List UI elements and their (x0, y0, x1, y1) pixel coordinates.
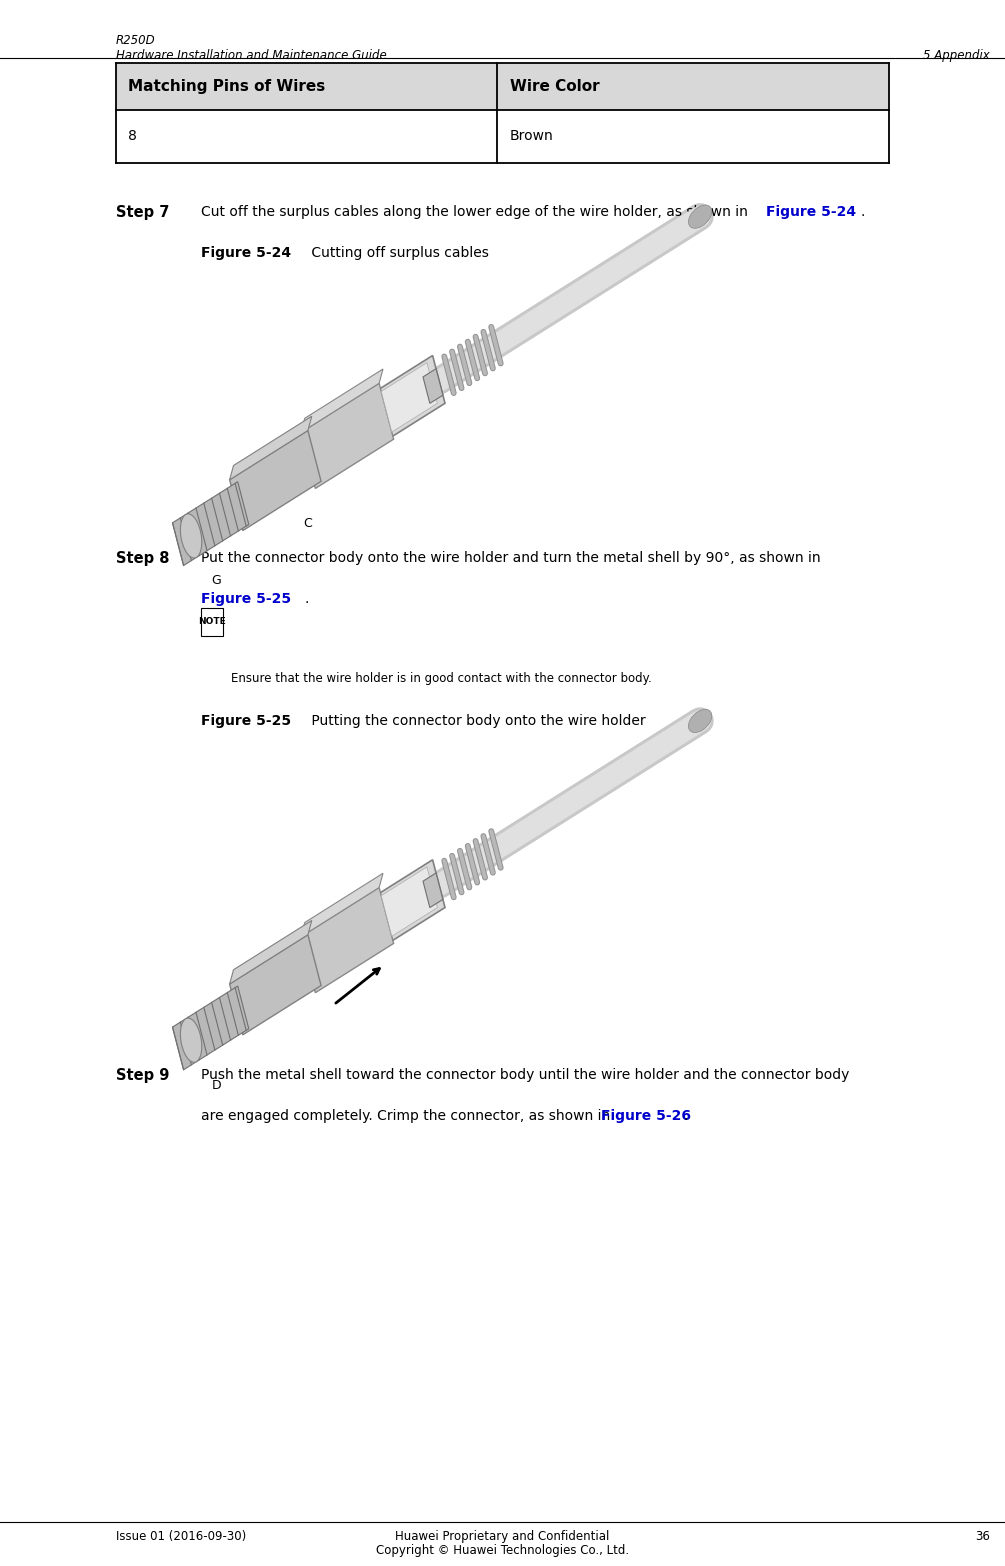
Polygon shape (381, 868, 437, 936)
Text: Figure 5-24: Figure 5-24 (766, 205, 856, 219)
Text: are engaged completely. Crimp the connector, as shown in: are engaged completely. Crimp the connec… (201, 1109, 615, 1123)
Polygon shape (423, 368, 443, 404)
Polygon shape (374, 860, 445, 944)
Text: Wire Color: Wire Color (510, 78, 599, 94)
Polygon shape (229, 431, 321, 531)
Polygon shape (229, 417, 312, 479)
Text: Huawei Proprietary and Confidential: Huawei Proprietary and Confidential (395, 1530, 610, 1543)
Text: Cutting off surplus cables: Cutting off surplus cables (307, 246, 488, 260)
Ellipse shape (688, 205, 712, 229)
Text: .: . (860, 205, 864, 219)
Text: Step 9: Step 9 (116, 1068, 169, 1084)
Text: Issue 01 (2016-09-30): Issue 01 (2016-09-30) (116, 1530, 246, 1543)
Text: 5 Appendix: 5 Appendix (924, 49, 990, 61)
Text: Copyright © Huawei Technologies Co., Ltd.: Copyright © Huawei Technologies Co., Ltd… (376, 1544, 629, 1557)
Text: Brown: Brown (510, 130, 554, 143)
Text: Step 7: Step 7 (116, 205, 169, 221)
Text: D: D (211, 1079, 221, 1092)
Bar (116, 110, 889, 163)
Polygon shape (381, 363, 437, 432)
Text: Figure 5-26: Figure 5-26 (601, 1109, 691, 1123)
Text: Put the connector body onto the wire holder and turn the metal shell by 90°, as : Put the connector body onto the wire hol… (201, 551, 821, 565)
Ellipse shape (181, 514, 202, 557)
Text: Cut off the surplus cables along the lower edge of the wire holder, as shown in: Cut off the surplus cables along the low… (201, 205, 753, 219)
Text: NOTE: NOTE (198, 617, 226, 626)
Text: G: G (211, 575, 221, 587)
Bar (116, 63, 889, 110)
Text: Hardware Installation and Maintenance Guide: Hardware Installation and Maintenance Gu… (116, 49, 386, 61)
Polygon shape (423, 872, 443, 908)
Text: Step 8: Step 8 (116, 551, 169, 567)
Text: Figure 5-25: Figure 5-25 (201, 714, 291, 728)
Text: 8: 8 (128, 130, 137, 143)
Text: Figure 5-25: Figure 5-25 (201, 592, 291, 606)
Polygon shape (173, 987, 249, 1070)
Text: Putting the connector body onto the wire holder: Putting the connector body onto the wire… (307, 714, 645, 728)
Polygon shape (300, 384, 394, 489)
Polygon shape (300, 888, 394, 993)
Polygon shape (229, 935, 321, 1035)
Text: .: . (305, 592, 309, 606)
Text: R250D: R250D (116, 34, 155, 47)
Polygon shape (374, 355, 445, 440)
Bar (201, 608, 223, 636)
Polygon shape (300, 370, 383, 432)
Text: .: . (683, 1109, 687, 1123)
Text: Matching Pins of Wires: Matching Pins of Wires (128, 78, 325, 94)
Ellipse shape (181, 1018, 202, 1062)
Text: Ensure that the wire holder is in good contact with the connector body.: Ensure that the wire holder is in good c… (231, 672, 652, 684)
Text: Figure 5-24: Figure 5-24 (201, 246, 291, 260)
Polygon shape (300, 874, 383, 936)
Text: C: C (304, 517, 312, 529)
Polygon shape (173, 482, 249, 565)
Ellipse shape (688, 709, 712, 733)
Text: 36: 36 (975, 1530, 990, 1543)
Text: Push the metal shell toward the connector body until the wire holder and the con: Push the metal shell toward the connecto… (201, 1068, 849, 1082)
Polygon shape (229, 921, 312, 983)
